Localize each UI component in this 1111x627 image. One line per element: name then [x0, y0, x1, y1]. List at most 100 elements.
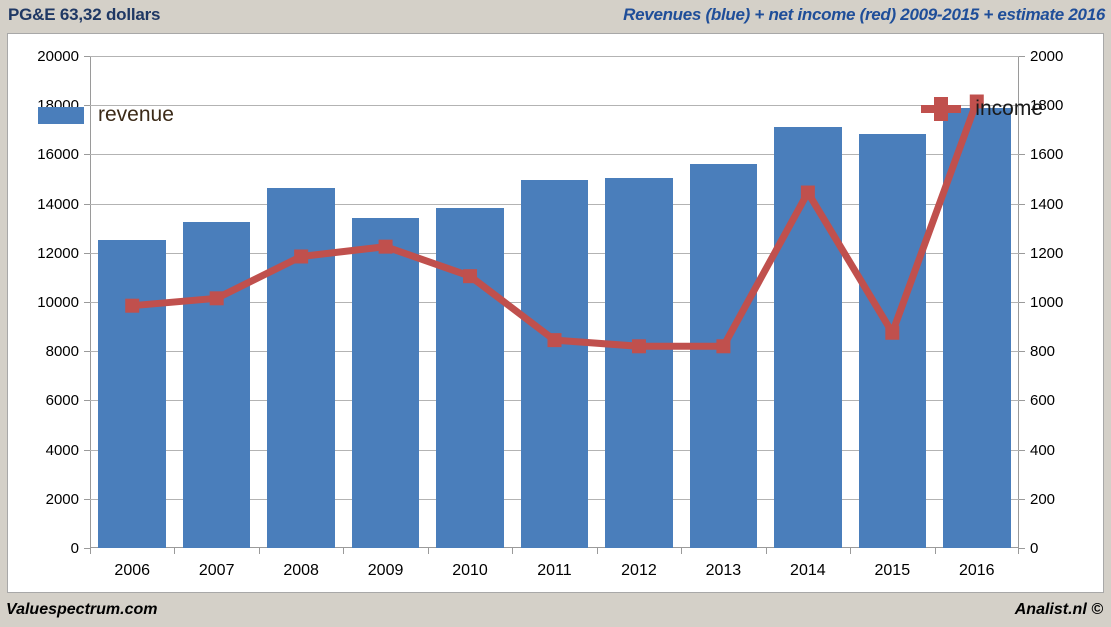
y-tick-label-left: 16000: [37, 146, 79, 164]
x-tick-label: 2009: [367, 562, 404, 579]
x-tick: [765, 548, 767, 554]
gridline: [90, 105, 1019, 107]
x-tick: [1018, 548, 1019, 554]
y-tick-left: [84, 252, 90, 254]
y-tick-right: [1019, 498, 1025, 500]
x-tick-label: 2012: [621, 562, 657, 579]
bar: [267, 188, 335, 548]
income-marker: [209, 291, 224, 306]
gridline: [90, 56, 1019, 57]
gridline: [90, 154, 1019, 156]
chart-subtitle: Revenues (blue) + net income (red) 2009-…: [623, 5, 1105, 24]
y-tick-right: [1019, 449, 1025, 451]
y-tick-right: [1019, 154, 1025, 156]
income-marker: [885, 325, 900, 340]
x-tick: [427, 548, 429, 554]
y-tick-right: [1019, 302, 1025, 303]
y-tick-label-left: 20000: [37, 48, 79, 65]
y-tick-label-right: 600: [1030, 392, 1056, 410]
x-tick-label: 2008: [283, 562, 319, 579]
bar: [436, 207, 504, 548]
legend-cross-marker-icon: [921, 94, 962, 124]
header-bar: PG&E 63,32 dollars Revenues (blue) + net…: [0, 0, 1111, 31]
legend-item-revenue: revenue: [38, 103, 174, 127]
y-tick-label-left: 12000: [37, 244, 79, 262]
income-line-path: [128, 98, 981, 350]
y-tick-left: [84, 154, 90, 156]
y-tick-left: [84, 105, 90, 107]
page-title: PG&E 63,32 dollars: [8, 5, 161, 24]
y-tick-label-right: 1400: [1030, 195, 1064, 213]
x-tick-label: 2015: [874, 562, 911, 579]
income-marker: [631, 339, 646, 354]
x-tick-label: 2014: [790, 562, 826, 579]
income-marker: [800, 185, 815, 200]
income-marker: [969, 94, 984, 109]
y-tick-label-right: 1600: [1030, 146, 1064, 164]
y-tick-label-left: 4000: [45, 441, 79, 459]
legend-label-revenue: revenue: [98, 103, 174, 126]
x-tick: [681, 548, 683, 554]
y-tick-left: [84, 56, 90, 57]
x-tick-label: 2006: [114, 562, 151, 579]
y-tick-label-right: 1000: [1030, 294, 1064, 311]
x-tick: [343, 548, 345, 554]
y-tick-right: [1019, 203, 1025, 205]
footer-copyright: Analist.nl ©: [1014, 601, 1103, 618]
y-tick-label-right: 800: [1030, 343, 1056, 361]
y-tick-label-left: 2000: [45, 490, 79, 508]
y-tick-right: [1019, 548, 1025, 549]
y-tick-label-right: 200: [1030, 490, 1056, 508]
x-tick: [850, 548, 852, 554]
y-tick-left: [84, 203, 90, 205]
y-tick-label-left: 10000: [37, 294, 79, 311]
y-tick-left: [84, 498, 90, 500]
y-tick-label-left: 0: [70, 540, 79, 557]
x-tick: [596, 548, 598, 554]
y-tick-label-right: 1800: [1030, 97, 1064, 115]
x-tick: [174, 548, 176, 554]
income-marker: [716, 339, 731, 354]
y-tick-right: [1019, 56, 1025, 57]
y-tick-right: [1019, 105, 1025, 107]
bar: [858, 133, 927, 548]
y-tick-left: [84, 351, 90, 353]
income-marker: [294, 249, 309, 264]
bar: [351, 218, 420, 548]
x-tick-label: 2007: [198, 562, 235, 579]
y-tick-left: [84, 302, 90, 303]
legend-label-income: income: [975, 97, 1043, 120]
x-tick-label: 2016: [958, 562, 995, 579]
y-tick-right: [1019, 351, 1025, 353]
footer-bar: Valuespectrum.com Analist.nl ©: [0, 594, 1111, 627]
legend-item-income: income: [921, 94, 1043, 124]
x-tick: [90, 548, 91, 554]
x-tick: [258, 548, 260, 554]
y-tick-label-right: 2000: [1030, 48, 1064, 65]
y-tick-label-right: 1200: [1030, 244, 1064, 262]
y-tick-label-right: 0: [1030, 540, 1039, 557]
x-tick: [934, 548, 936, 554]
y-tick-label-left: 8000: [45, 343, 79, 361]
y-tick-label-right: 400: [1030, 441, 1056, 459]
income-marker: [125, 298, 140, 313]
bar: [689, 164, 758, 548]
bar: [182, 222, 251, 548]
bar: [520, 179, 589, 548]
y-tick-left: [84, 400, 90, 402]
x-tick-label: 2011: [537, 562, 572, 579]
bar: [942, 107, 1011, 548]
plot-region: 0200040006000800010000120001400016000180…: [37, 49, 1063, 579]
footer-source: Valuespectrum.com: [6, 601, 158, 618]
y-tick-left: [84, 548, 90, 549]
bar: [605, 178, 673, 548]
income-marker: [378, 239, 393, 254]
x-tick: [512, 548, 514, 554]
y-tick-right: [1019, 252, 1025, 254]
bar: [98, 239, 166, 548]
income-marker: [547, 333, 562, 348]
income-marker: [463, 269, 478, 284]
chart-area: 0200040006000800010000120001400016000180…: [7, 33, 1104, 593]
line-series-income: [125, 94, 984, 354]
